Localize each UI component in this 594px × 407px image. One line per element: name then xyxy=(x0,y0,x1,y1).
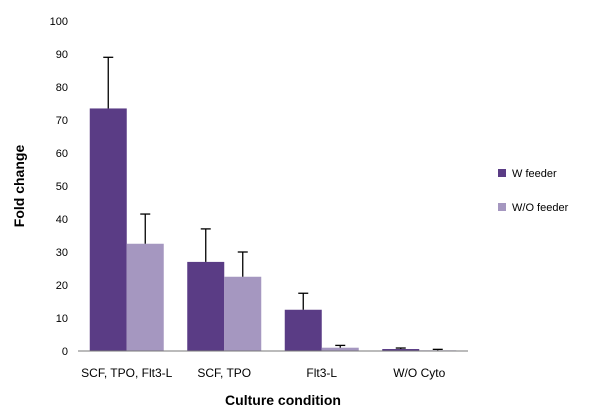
y-axis-ticks: 0 10 20 30 40 50 60 70 80 90 100 xyxy=(50,16,68,358)
y-tick-label: 30 xyxy=(56,247,68,259)
y-tick-label: 90 xyxy=(56,49,68,61)
legend-label: W feeder xyxy=(512,168,557,180)
bar xyxy=(187,262,224,351)
legend-swatch xyxy=(498,203,506,211)
bar xyxy=(127,244,164,351)
y-tick-label: 70 xyxy=(56,115,68,127)
y-tick-label: 50 xyxy=(56,181,68,193)
y-axis-title: Fold change xyxy=(11,145,27,228)
y-tick-label: 10 xyxy=(56,313,68,325)
y-tick-label: 80 xyxy=(56,82,68,94)
legend-swatch xyxy=(498,169,506,177)
x-axis-title: Culture condition xyxy=(225,392,341,407)
x-category-label: Flt3-L xyxy=(306,366,337,380)
x-category-label: SCF, TPO xyxy=(197,366,251,380)
legend-label: W/O feeder xyxy=(512,202,569,214)
y-tick-label: 0 xyxy=(62,346,68,358)
bar xyxy=(224,277,261,351)
legend: W feeder W/O feeder xyxy=(498,168,569,214)
y-tick-label: 40 xyxy=(56,214,68,226)
y-tick-label: 100 xyxy=(50,16,68,28)
y-tick-label: 60 xyxy=(56,148,68,160)
y-tick-label: 20 xyxy=(56,280,68,292)
x-category-label: W/O Cyto xyxy=(393,366,445,380)
bar xyxy=(285,310,322,351)
x-axis-categories: SCF, TPO, Flt3-L SCF, TPO Flt3-L W/O Cyto xyxy=(81,366,445,380)
bar xyxy=(90,108,127,351)
x-category-label: SCF, TPO, Flt3-L xyxy=(81,366,172,380)
